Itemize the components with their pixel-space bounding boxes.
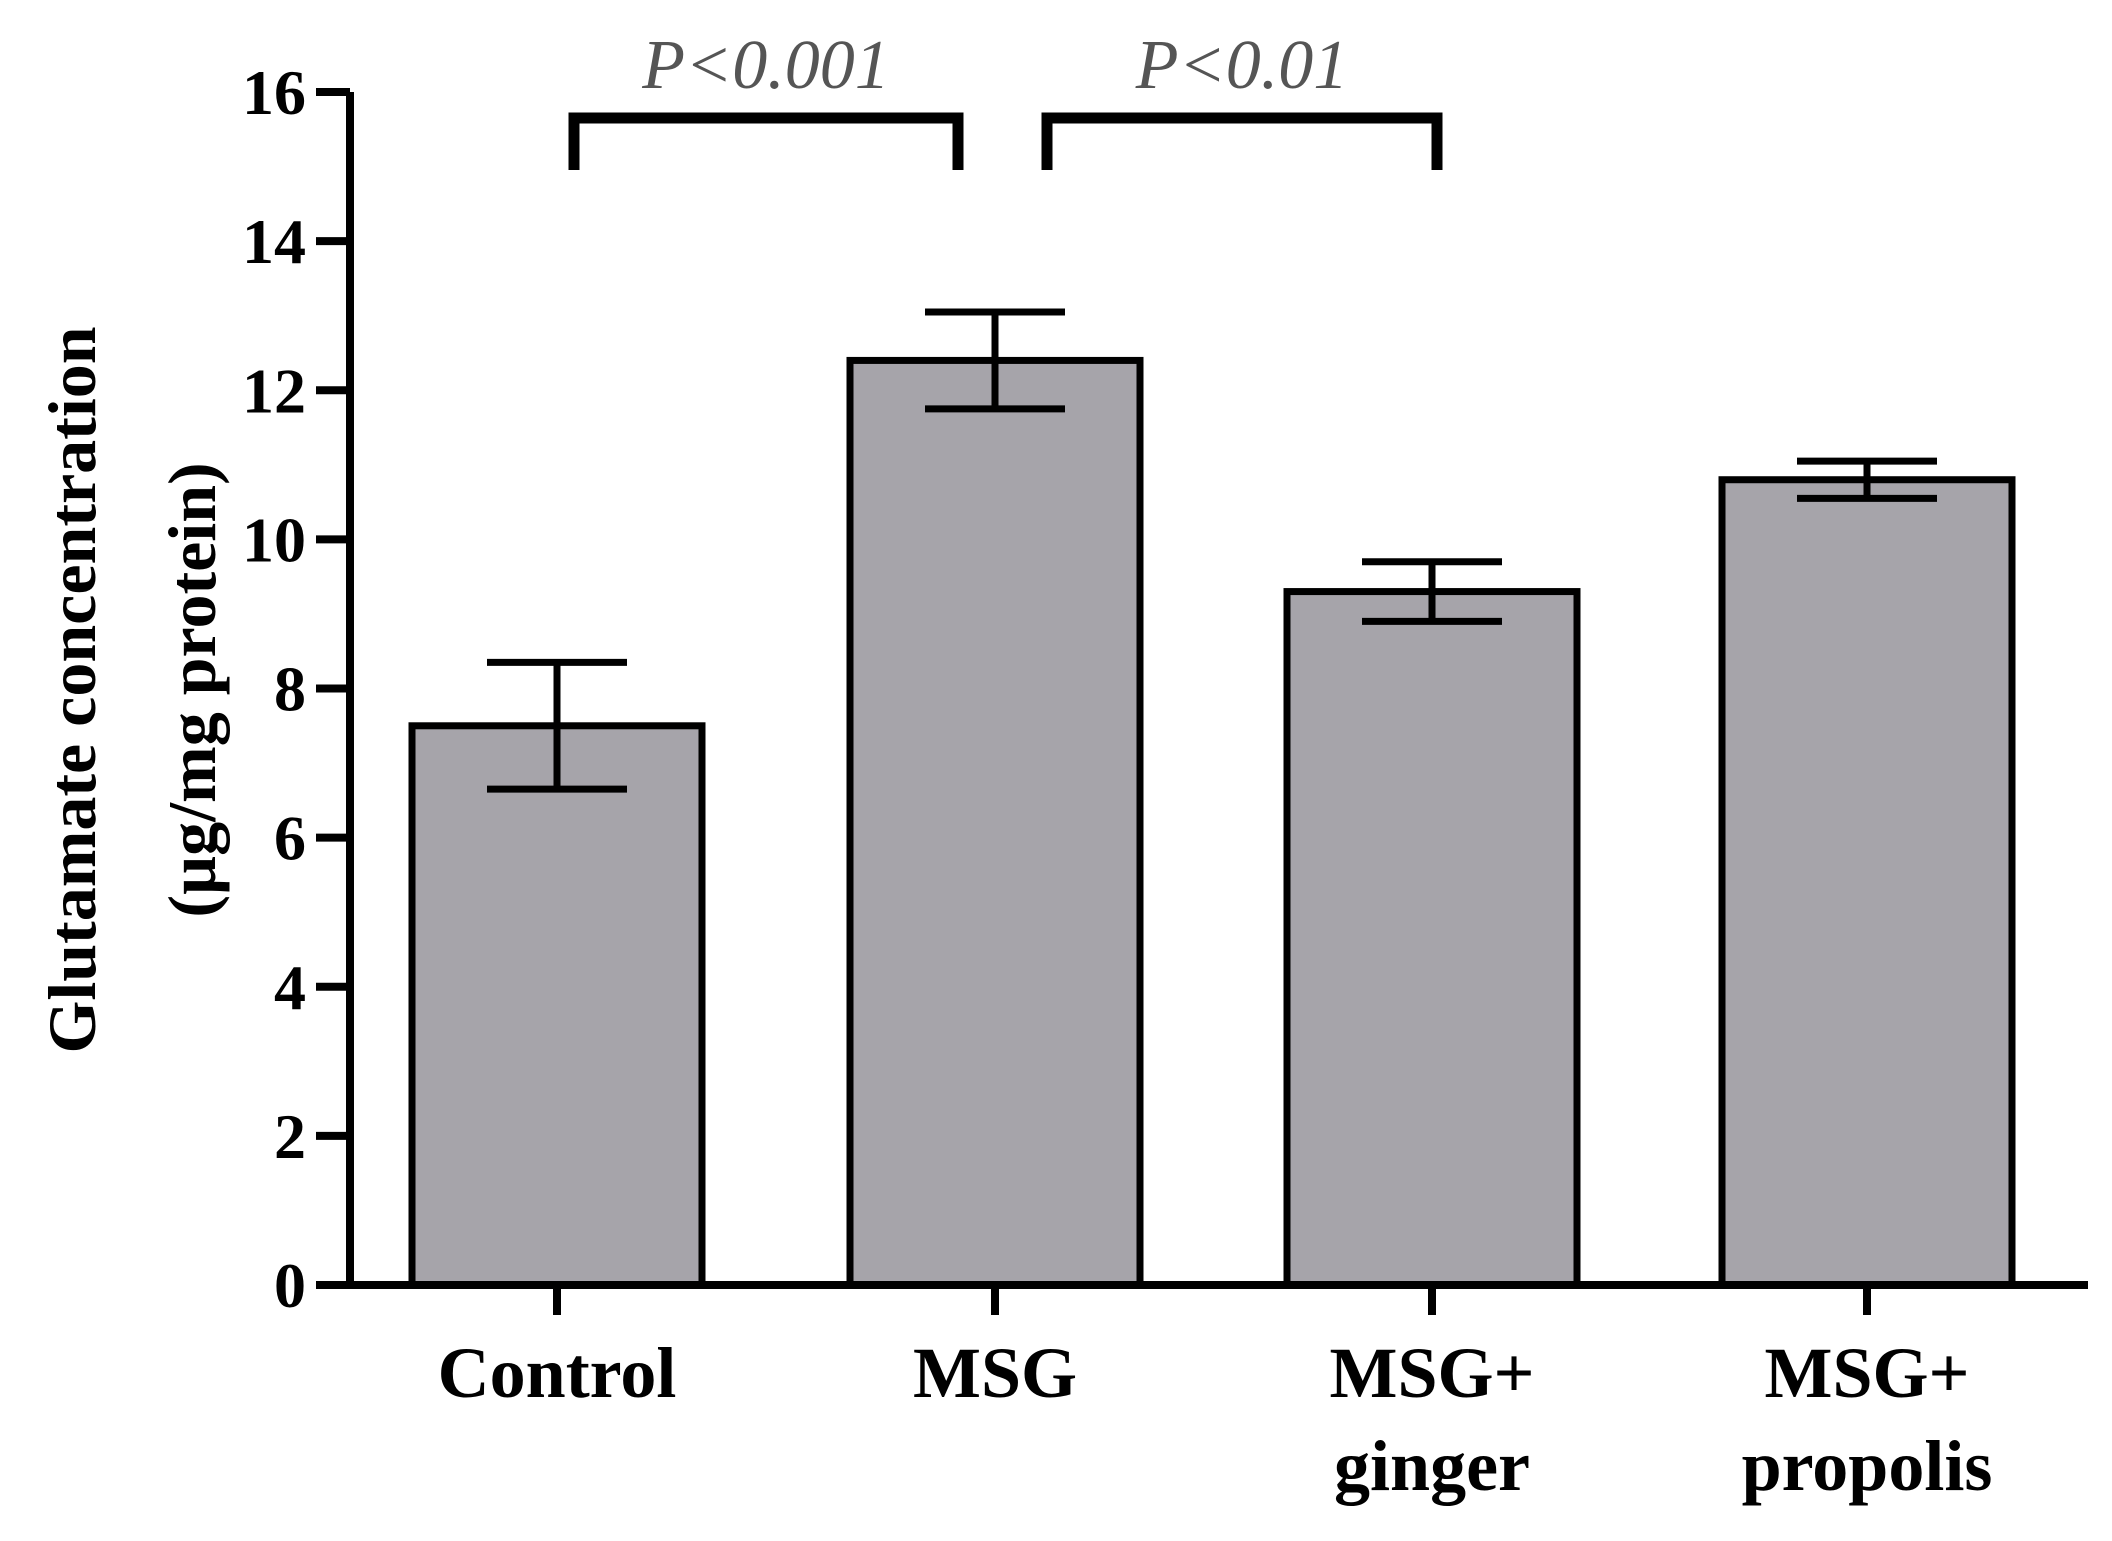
y-ticks-group: 0 2 4 6 8 10 12 14 16 (242, 57, 350, 1321)
bar (408, 722, 706, 1289)
bar (1718, 476, 2016, 1289)
x-category-label: MSG+ (1329, 1333, 1534, 1413)
error-bars-group (487, 308, 1937, 793)
bars-group (408, 356, 2016, 1289)
y-tick-label: 4 (274, 952, 306, 1023)
y-tick-label: 16 (242, 57, 306, 128)
x-category-label: propolis (1742, 1426, 1993, 1506)
y-tick-label: 8 (274, 654, 306, 725)
y-tick-label: 12 (242, 355, 306, 426)
y-axis-title-line-2: (µg/mg protein) (154, 462, 230, 917)
x-category-label: ginger (1334, 1426, 1530, 1506)
y-axis-title: Glutamate concentration (µg/mg protein) (34, 326, 230, 1053)
y-tick-label: 6 (274, 803, 306, 874)
y-tick-label: 10 (242, 504, 306, 575)
y-tick-label: 14 (242, 206, 306, 277)
y-axis-title-line-1: Glutamate concentration (34, 326, 110, 1053)
x-category-label: MSG+ (1764, 1333, 1969, 1413)
y-tick-label: 2 (274, 1101, 306, 1172)
significance-bracket (1041, 112, 1443, 170)
significance-label: P<0.01 (1135, 27, 1349, 104)
x-category-label: MSG (913, 1333, 1077, 1413)
x-category-label: Control (438, 1333, 677, 1413)
significance-group: P<0.001 P<0.01 (568, 27, 1443, 170)
x-categories-group: Control MSG MSG+ ginger MSG+ propolis (438, 1285, 1993, 1506)
bar (1283, 588, 1581, 1289)
bar (846, 356, 1144, 1289)
significance-bracket (568, 112, 964, 170)
significance-label: P<0.001 (641, 27, 890, 104)
y-tick-label: 0 (274, 1250, 306, 1321)
